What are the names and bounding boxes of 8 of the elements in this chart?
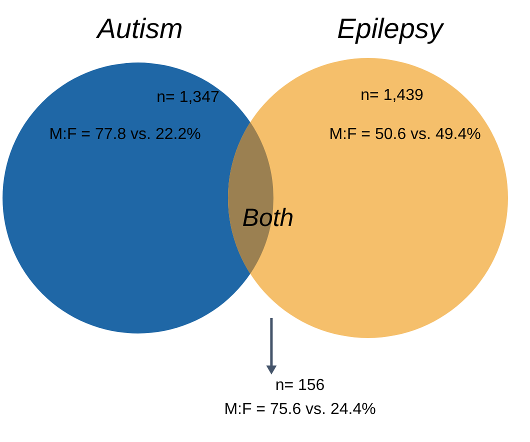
- data-label: n= 1,347: [156, 89, 220, 106]
- data-label: n= 1,439: [360, 87, 424, 104]
- text: M:F = 50.6 vs. 49.4%: [329, 126, 481, 143]
- data-label: n= 156: [275, 377, 325, 394]
- text: M:F = 77.8 vs. 22.2%: [49, 126, 201, 143]
- category-label: Autism: [95, 13, 183, 44]
- text: M:F = 75.6 vs. 24.4%: [224, 401, 376, 418]
- category-label: Epilepsy: [337, 13, 445, 44]
